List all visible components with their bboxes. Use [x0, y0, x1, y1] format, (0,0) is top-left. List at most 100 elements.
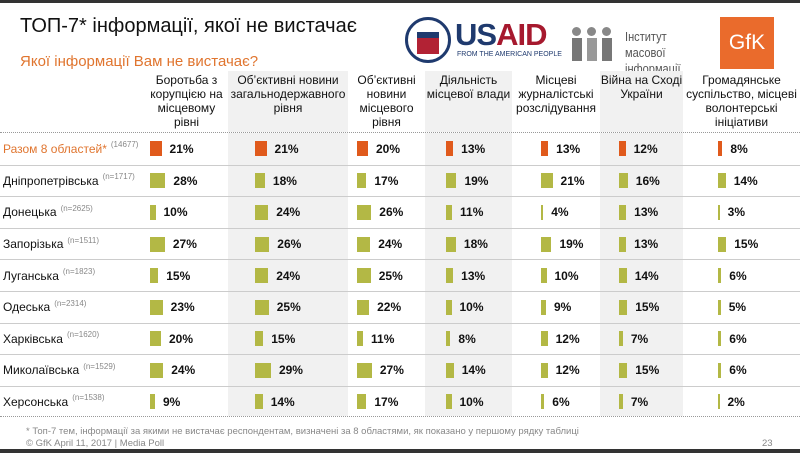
value-label: 13%: [461, 141, 486, 156]
table-header: Боротьба з корупцією на місцевому рівні О…: [0, 71, 800, 133]
value-label: 9%: [553, 300, 572, 315]
table-row: Херсонська (n=1538) 9% 14% 17% 10% 6% 7% 2%: [0, 385, 800, 418]
value-bar: [541, 204, 544, 220]
value-bar: [150, 268, 159, 284]
value-bar: [150, 141, 162, 157]
value-cell: 8%: [425, 323, 512, 355]
value-cell: 10%: [512, 260, 600, 291]
value-cell: 19%: [425, 165, 512, 197]
value-bar: [255, 362, 271, 378]
value-bar: [255, 141, 267, 157]
region-name: Разом 8 областей*: [3, 141, 107, 156]
value-label: 10%: [163, 205, 188, 220]
value-cell: 12%: [512, 355, 600, 386]
value-bar: [357, 362, 372, 378]
row-label: Херсонська (n=1538): [0, 387, 145, 417]
value-label: 27%: [172, 237, 197, 252]
value-bar: [357, 236, 371, 252]
value-bar: [255, 204, 269, 220]
row-label: Запорізька (n=1511): [0, 229, 145, 260]
value-label: 14%: [461, 363, 486, 378]
value-cell: 26%: [228, 228, 348, 260]
value-bar: [357, 173, 367, 189]
value-bar: [255, 173, 265, 189]
value-bar: [541, 236, 552, 252]
total-row: Разом 8 областей* (14677) 21% 21% 20% 13% 13% 1…: [0, 133, 800, 165]
value-bar: [446, 236, 456, 252]
value-bar: [150, 331, 161, 347]
value-cell: 21%: [228, 133, 348, 165]
value-cell: 6%: [683, 355, 800, 386]
column-header: Місцеві журналістські розслідування: [516, 73, 596, 115]
row-label: Миколаївська (n=1529): [0, 355, 145, 386]
row-label: Харківська (n=1620): [0, 324, 145, 355]
column-header: Громадянське суспільство, місцеві волонт…: [686, 73, 797, 129]
value-label: 9%: [162, 394, 181, 409]
value-cell: 15%: [145, 260, 228, 291]
value-label: 23%: [170, 300, 195, 315]
value-bar: [446, 141, 454, 157]
value-label: 25%: [276, 300, 301, 315]
value-cell: 19%: [512, 229, 600, 260]
value-cell: 25%: [348, 260, 425, 291]
value-cell: 24%: [145, 355, 228, 386]
value-label: 2%: [727, 394, 745, 409]
value-label: 12%: [555, 363, 580, 378]
value-label: 8%: [458, 331, 476, 346]
value-label: 28%: [173, 173, 198, 188]
column-header: Об’єктивні новини загальнодержавного рів…: [228, 71, 348, 132]
value-label: 4%: [551, 205, 569, 220]
value-cell: 26%: [348, 197, 425, 228]
value-cell: 5%: [683, 292, 800, 323]
slide-title: ТОП-7* інформації, якої не вистачає: [20, 15, 357, 37]
value-bar: [446, 299, 452, 315]
value-cell: 24%: [348, 229, 425, 260]
table-row: Одеська (n=2314) 23% 25% 22% 10% 9% 15% 5%: [0, 290, 800, 323]
sample-size: (n=2314): [54, 298, 87, 308]
value-cell: 7%: [600, 323, 683, 355]
value-bar: [541, 141, 549, 157]
value-cell: 21%: [145, 133, 228, 165]
value-label: 22%: [377, 300, 402, 315]
value-label: 5%: [728, 300, 747, 315]
value-cell: 10%: [425, 291, 512, 323]
value-label: 13%: [461, 268, 486, 283]
value-label: 10%: [459, 300, 484, 315]
region-name: Луганська: [3, 268, 59, 283]
value-label: 20%: [169, 331, 194, 346]
imi-logo-icon: [572, 27, 612, 61]
value-label: 21%: [560, 173, 585, 188]
value-label: 25%: [378, 268, 403, 283]
usaid-logo: USAID: [455, 17, 547, 52]
imi-logo-text: Інститут масової інформації: [625, 29, 681, 76]
value-label: 19%: [559, 237, 584, 252]
value-cell: 15%: [683, 229, 800, 260]
value-label: 21%: [274, 141, 299, 156]
table-row: Харківська (n=1620) 20% 15% 11% 8% 12% 7% 6%: [0, 322, 800, 355]
column-header: Війна на Сході України: [600, 71, 683, 132]
value-bar: [619, 268, 627, 284]
value-cell: 15%: [600, 355, 683, 386]
copyright: © GfK April 11, 2017 | Media Poll: [26, 438, 165, 449]
value-label: 7%: [630, 394, 649, 409]
value-label: 16%: [635, 173, 660, 188]
value-bar: [619, 331, 623, 347]
value-label: 14%: [634, 268, 659, 283]
row-label: Разом 8 областей* (14677): [0, 133, 145, 165]
value-bar: [446, 331, 451, 347]
value-cell: 21%: [512, 166, 600, 197]
value-cell: 7%: [600, 386, 683, 417]
value-label: 17%: [374, 394, 399, 409]
region-name: Миколаївська: [3, 363, 80, 378]
value-cell: 6%: [683, 260, 800, 291]
table-row: Миколаївська (n=1529) 24% 29% 27% 14% 12% 15% 6%: [0, 354, 800, 386]
value-cell: 20%: [348, 133, 425, 165]
value-bar: [619, 236, 627, 252]
value-cell: 17%: [348, 387, 425, 417]
value-bar: [255, 331, 264, 347]
table-row: Донецька (n=2625) 10% 24% 26% 11% 4% 13% 3%: [0, 196, 800, 228]
value-label: 7%: [630, 331, 649, 346]
value-bar: [718, 362, 722, 378]
question-subtitle: Якої інформації Вам не вистачає?: [20, 53, 259, 70]
table-row: Луганська (n=1823) 15% 24% 25% 13% 10% 14% 6%: [0, 259, 800, 291]
